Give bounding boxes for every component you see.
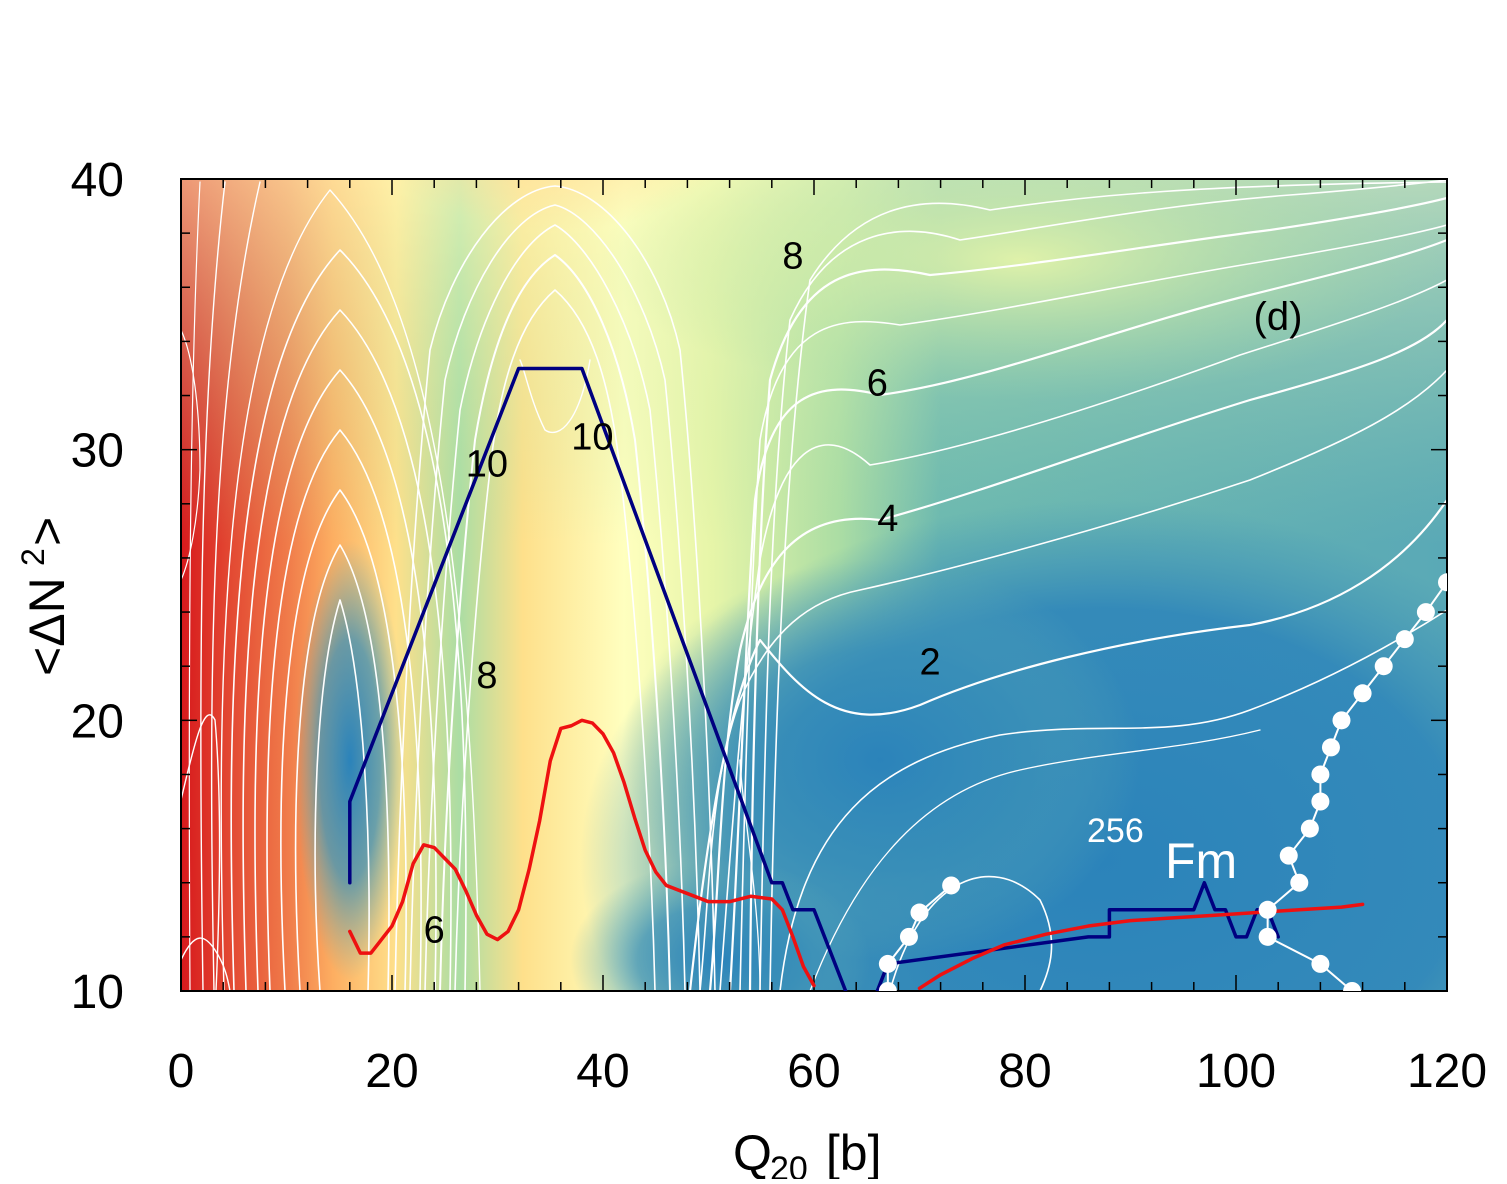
scission-point <box>1300 819 1319 838</box>
contour-line <box>294 544 390 991</box>
y-axis-title-sup: 2 <box>15 548 51 566</box>
contour-line <box>809 729 1261 991</box>
contour-line <box>728 238 1447 991</box>
contour-label: 8 <box>476 655 497 697</box>
scission-point <box>1279 846 1298 865</box>
y-axis-title-pre: <ΔN <box>19 577 75 676</box>
contour-line <box>220 189 481 991</box>
x-axis-title-main: Q <box>733 1125 772 1179</box>
y-tick-label: 20 <box>71 695 124 748</box>
contour-line <box>708 318 1447 991</box>
scission-point <box>1416 603 1435 622</box>
scission-point <box>1374 657 1393 676</box>
nucleus-mass-number: 256 <box>1087 812 1144 850</box>
x-tick-label: 120 <box>1407 1045 1487 1098</box>
contour-line <box>779 609 1447 991</box>
scission-point <box>878 982 897 991</box>
x-tick-label: 40 <box>576 1045 629 1098</box>
contour-line <box>314 599 370 991</box>
scission-point <box>1343 982 1362 991</box>
scission-point <box>1353 684 1372 703</box>
tick-labels: 0 20 40 60 80 100 120 10 20 30 40 <box>71 154 1487 1098</box>
contour-line <box>748 196 1447 991</box>
contour-line <box>188 181 201 991</box>
scission-point <box>1311 954 1330 973</box>
contour-label: 6 <box>424 909 445 951</box>
contour-label: 10 <box>571 417 613 459</box>
contour-line <box>424 224 686 991</box>
contour-line <box>181 714 221 991</box>
x-tick-label: 0 <box>168 1045 195 1098</box>
scission-point <box>1395 630 1414 649</box>
scission-point <box>1438 573 1447 592</box>
contour-label: 2 <box>919 641 940 683</box>
nucleus-label: 256 Fm <box>1087 812 1237 889</box>
contour-line <box>230 249 467 991</box>
series-layer <box>348 366 1447 991</box>
contour-line <box>519 359 591 434</box>
scission-point <box>1332 711 1351 730</box>
contour-line <box>210 181 261 991</box>
scission-point <box>1321 738 1340 757</box>
contour-line <box>181 937 231 991</box>
scission-point <box>1290 873 1309 892</box>
scission-point <box>942 876 961 895</box>
contour-line <box>409 204 701 991</box>
contour-line <box>280 489 407 991</box>
x-axis-title-sub: 20 <box>770 1150 808 1179</box>
least-energy-path <box>348 718 816 988</box>
x-tick-label: 60 <box>787 1045 840 1098</box>
x-tick-label: 80 <box>998 1045 1051 1098</box>
contour-line <box>254 369 437 991</box>
contour-line <box>181 329 201 581</box>
x-axis-title: Q 20 [b] <box>733 1125 881 1184</box>
y-tick-label: 30 <box>71 425 124 478</box>
scission-point <box>910 903 929 922</box>
least-action-path <box>348 366 848 991</box>
contour-line <box>739 759 761 991</box>
contour-line <box>889 875 1053 991</box>
y-axis-title: <ΔN 2 > <box>15 517 75 676</box>
contour-line <box>242 309 452 991</box>
contour-line <box>266 429 422 991</box>
x-tick-label: 20 <box>365 1045 418 1098</box>
scission-point <box>899 927 918 946</box>
contour-line <box>719 279 1447 991</box>
heatmap-background <box>181 179 1447 991</box>
contour-line <box>394 185 716 991</box>
scission-point <box>1258 927 1277 946</box>
contour-line <box>454 289 656 991</box>
scission-point <box>1311 765 1330 784</box>
contour-label: 10 <box>466 444 508 486</box>
contour-line <box>769 181 1447 991</box>
contour-line <box>699 369 1447 991</box>
contour-label: 8 <box>782 235 803 277</box>
scission-point <box>1311 792 1330 811</box>
contour-label: 6 <box>867 363 888 405</box>
y-tick-label: 40 <box>71 154 124 207</box>
scission-point <box>1258 900 1277 919</box>
nucleus-symbol: Fm <box>1165 833 1237 889</box>
least-energy-path <box>917 902 1365 991</box>
contour-line <box>759 179 1447 991</box>
panel-label: (d) <box>1254 295 1303 339</box>
contour-lines <box>181 179 1447 991</box>
y-axis-title-post: > <box>19 517 75 546</box>
contour-line <box>439 254 671 991</box>
contour-line <box>739 224 1447 991</box>
contour-labels: 8 6 10 10 4 2 8 6 <box>424 235 941 951</box>
x-axis-title-rest: [b] <box>812 1125 881 1179</box>
y-tick-label: 10 <box>71 966 124 1019</box>
x-tick-label: 100 <box>1196 1045 1276 1098</box>
contour-line <box>200 181 226 991</box>
scission-point <box>878 954 897 973</box>
axis-ticks <box>180 178 1448 992</box>
contour-label: 4 <box>877 498 898 540</box>
